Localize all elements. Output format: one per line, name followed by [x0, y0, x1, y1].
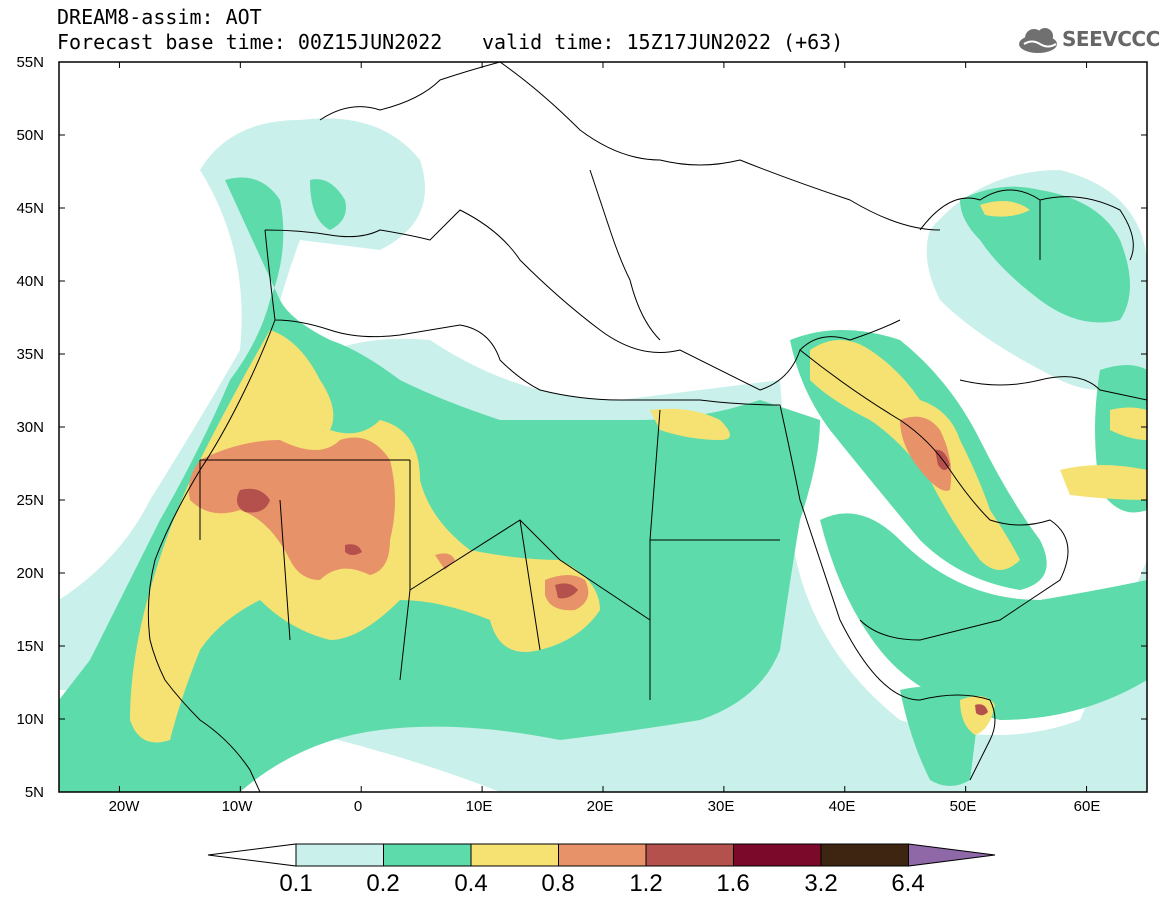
- colorbar-arrow-low: [207, 843, 297, 867]
- colorbar-segment: [733, 843, 822, 867]
- lat-label-30n: 30N: [16, 419, 44, 436]
- lat-label-20n: 20N: [16, 565, 44, 582]
- lat-label-10n: 10N: [16, 711, 44, 728]
- lon-label-40e: 40E: [828, 798, 856, 815]
- lon-label-0: 0: [353, 798, 363, 815]
- colorbar-label: 0.4: [454, 870, 488, 897]
- colorbar-label: 3.2: [804, 870, 838, 897]
- lat-label-25n: 25N: [16, 492, 44, 509]
- colorbar-label: 0.2: [366, 870, 400, 897]
- lat-label-35n: 35N: [16, 346, 44, 363]
- colorbar-label: 1.2: [629, 870, 663, 897]
- colorbar-segment: [295, 843, 384, 867]
- colorbar-label: 1.6: [716, 870, 750, 897]
- lon-label-10e: 10E: [465, 798, 493, 815]
- lon-label-30e: 30E: [707, 798, 735, 815]
- lat-label-40n: 40N: [16, 273, 44, 290]
- map-title: DREAM8-assim: AOT: [57, 5, 262, 29]
- colorbar-arrow-high: [908, 843, 996, 867]
- colorbar-label: 0.1: [279, 870, 313, 897]
- logo-text: SEEVCCC: [1062, 27, 1160, 51]
- lat-label-15n: 15N: [16, 638, 44, 655]
- coastlines-borders: [147, 62, 1147, 792]
- valid-time: valid time: 15Z17JUN2022 (+63): [482, 30, 844, 54]
- lat-label-50n: 50N: [16, 127, 44, 144]
- aot-level-0.8: [188, 416, 952, 611]
- colorbar-label: 6.4: [891, 870, 925, 897]
- colorbar-segment: [645, 843, 734, 867]
- colorbar-segment: [470, 843, 559, 867]
- lon-label-60e: 60E: [1073, 798, 1101, 815]
- colorbar-segment: [383, 843, 472, 867]
- aot-fields: [59, 62, 1147, 792]
- lat-label-5n: 5N: [24, 784, 44, 801]
- lat-label-45n: 45N: [16, 200, 44, 217]
- forecast-base-time: Forecast base time: 00Z15JUN2022: [57, 30, 443, 54]
- lon-label-20e: 20E: [586, 798, 614, 815]
- lat-label-55n: 55N: [16, 54, 44, 71]
- colorbar-segment: [558, 843, 647, 867]
- cloud-logo-icon: [1019, 28, 1057, 53]
- colorbar-segment: [820, 843, 909, 867]
- colorbar-label: 0.8: [541, 870, 575, 897]
- lon-label-50e: 50E: [949, 798, 977, 815]
- lon-label-20w: 20W: [108, 798, 140, 815]
- lon-label-10w: 10W: [221, 798, 253, 815]
